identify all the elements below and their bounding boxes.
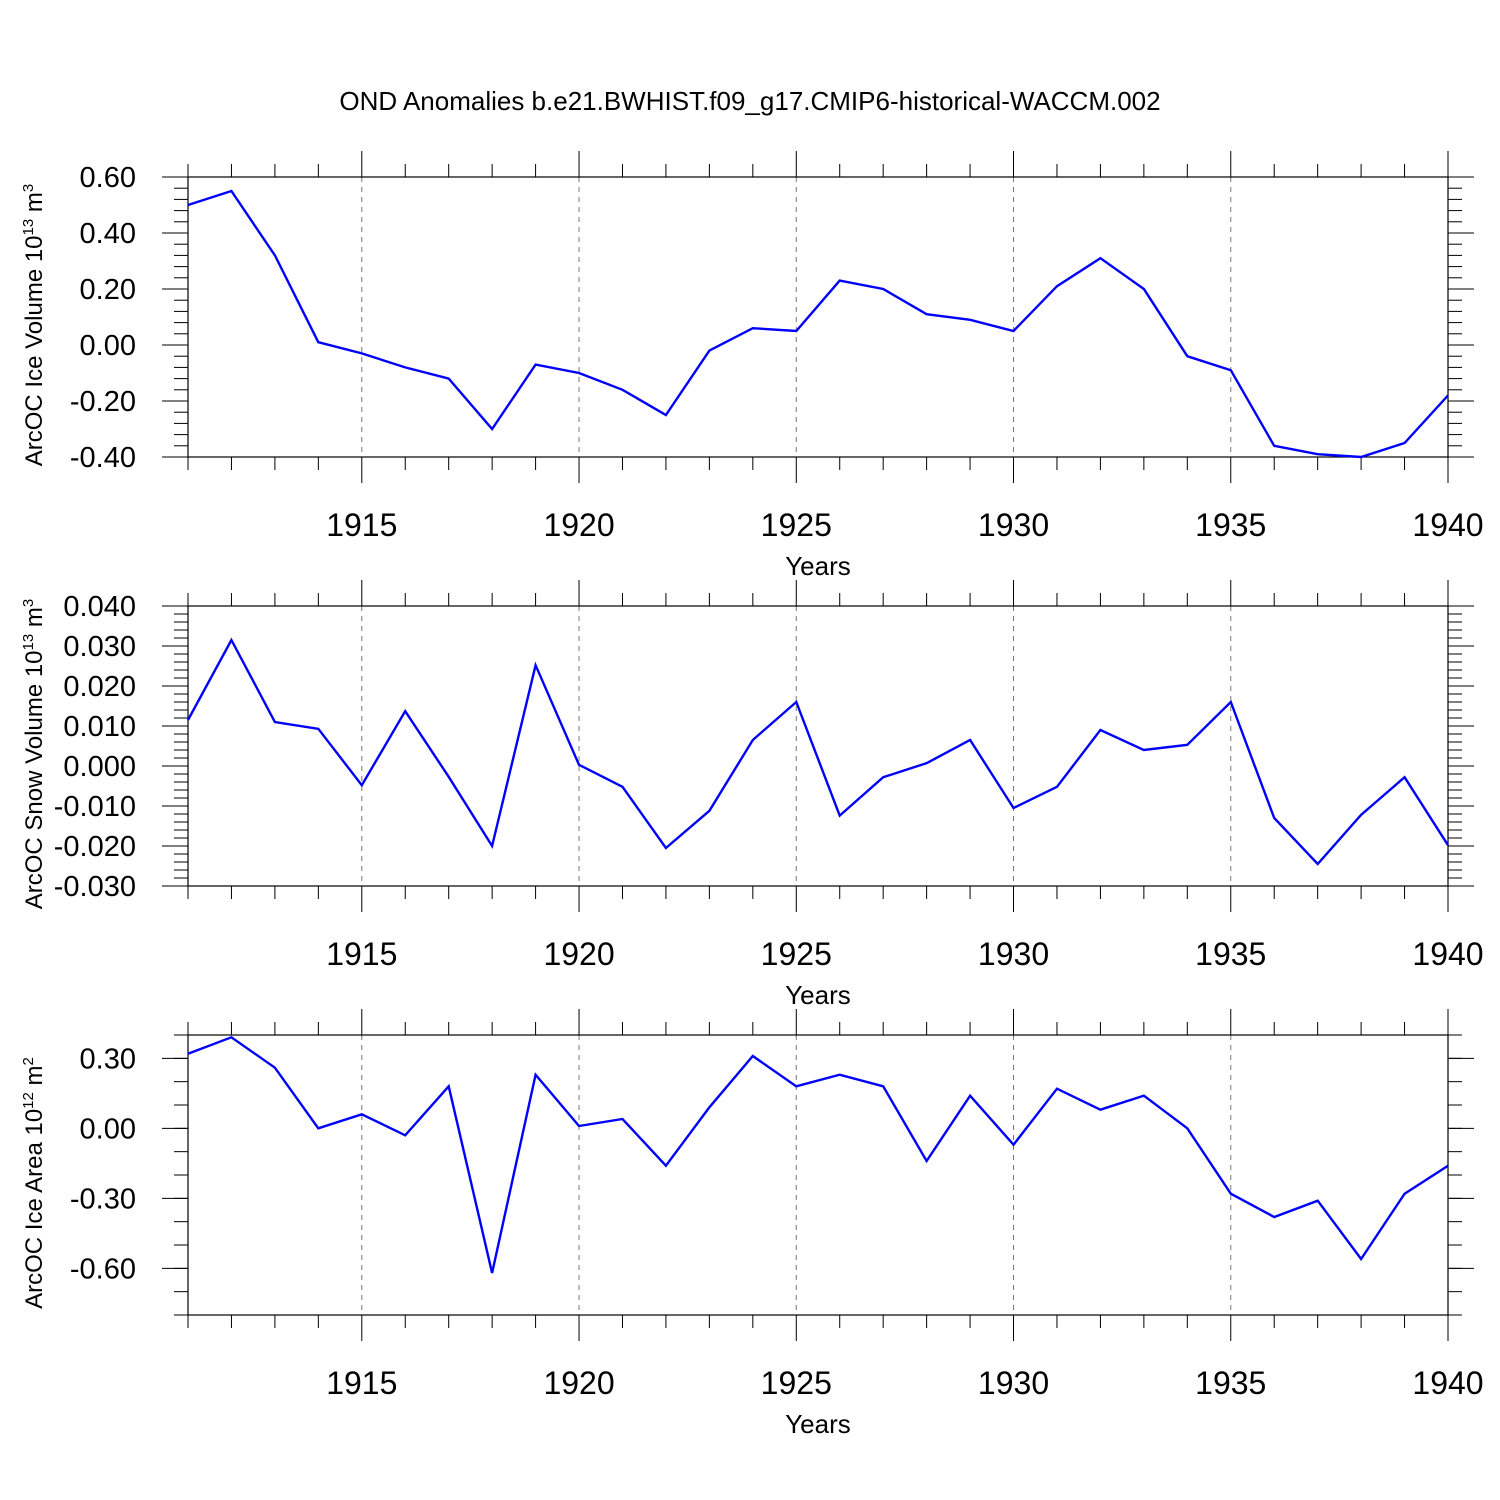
series-line bbox=[187, 189, 1449, 459]
x-tick-label: 1940 bbox=[1412, 507, 1483, 543]
y-tick-label: -0.020 bbox=[54, 831, 136, 863]
plot-frame bbox=[187, 176, 1449, 458]
x-tick-label: 1930 bbox=[978, 936, 1049, 972]
y-axis-label-text: ArcOC Ice Area 10 bbox=[21, 1109, 48, 1309]
y-axis-label-sup: 12 bbox=[20, 1092, 37, 1109]
x-tick-label: 1915 bbox=[326, 1365, 397, 1401]
y-axis-label-text: ArcOC Snow Volume 10 bbox=[21, 650, 48, 909]
y-tick-label: 0.030 bbox=[63, 631, 136, 663]
y-axis-label-unit: m bbox=[21, 1065, 48, 1092]
y-tick-label: 0.040 bbox=[63, 591, 136, 623]
x-tick-label: 1920 bbox=[543, 507, 614, 543]
y-tick-label: 0.020 bbox=[63, 671, 136, 703]
y-tick-label: -0.40 bbox=[70, 442, 136, 474]
y-axis-label-sup: 2 bbox=[20, 1057, 37, 1065]
y-tick-label: 0.30 bbox=[80, 1043, 136, 1075]
y-axis-label: ArcOC Snow Volume 1013 m3 bbox=[20, 599, 48, 910]
x-axis-label: Years bbox=[785, 980, 851, 1010]
y-axis-label-sup: 3 bbox=[20, 599, 37, 607]
y-tick-label: -0.20 bbox=[70, 386, 136, 418]
x-tick-label: 1925 bbox=[761, 936, 832, 972]
y-axis-label-unit: m bbox=[21, 607, 48, 634]
y-axis-label-text: ArcOC Ice Volume 10 bbox=[21, 235, 48, 466]
y-tick-label: 0.60 bbox=[80, 162, 136, 194]
x-tick-label: 1935 bbox=[1195, 1365, 1266, 1401]
x-tick-label: 1935 bbox=[1195, 507, 1266, 543]
y-tick-label: 0.000 bbox=[63, 751, 136, 783]
y-tick-label: 0.00 bbox=[80, 330, 136, 362]
y-tick-label: -0.010 bbox=[54, 791, 136, 823]
series-line bbox=[187, 1035, 1449, 1274]
x-tick-label: 1925 bbox=[761, 507, 832, 543]
panel-3: 0.30 0.00 -0.30 -0.60 1915 1920 1925 1930 1935 19… bbox=[20, 1009, 1484, 1439]
y-tick-label: 0.40 bbox=[80, 218, 136, 250]
x-tick-label: 1940 bbox=[1412, 1365, 1483, 1401]
y-tick-label: 0.010 bbox=[63, 711, 136, 743]
y-axis-label-unit: m bbox=[21, 192, 48, 219]
x-tick-label: 1915 bbox=[326, 936, 397, 972]
panel-1: 0.60 0.40 0.20 0.00 -0.20 -0.40 1915 1920 1925 19… bbox=[20, 151, 1484, 581]
x-tick-label: 1920 bbox=[543, 1365, 614, 1401]
x-axis-label: Years bbox=[785, 551, 851, 581]
y-tick-label: 0.00 bbox=[80, 1113, 136, 1145]
y-axis-label-sup: 3 bbox=[20, 184, 37, 192]
x-tick-label: 1915 bbox=[326, 507, 397, 543]
x-tick-label: 1920 bbox=[543, 936, 614, 972]
y-axis-label-sup: 13 bbox=[20, 634, 37, 651]
x-tick-label: 1930 bbox=[978, 507, 1049, 543]
x-tick-label: 1935 bbox=[1195, 936, 1266, 972]
y-tick-label: -0.030 bbox=[54, 871, 136, 903]
y-axis-label: ArcOC Ice Area 1012 m2 bbox=[20, 1057, 48, 1309]
x-tick-label: 1930 bbox=[978, 1365, 1049, 1401]
panel-2: 0.040 0.030 0.020 0.010 0.000 -0.010 -0.020 -0.… bbox=[20, 580, 1484, 1010]
x-tick-label: 1940 bbox=[1412, 936, 1483, 972]
y-tick-label: -0.30 bbox=[70, 1183, 136, 1215]
y-axis-label: ArcOC Ice Volume 1013 m3 bbox=[20, 184, 48, 466]
chart-title: OND Anomalies b.e21.BWHIST.f09_g17.CMIP6… bbox=[339, 86, 1160, 116]
y-tick-label: 0.20 bbox=[80, 274, 136, 306]
y-axis-label-sup: 13 bbox=[20, 219, 37, 236]
plot-frame bbox=[187, 605, 1449, 887]
x-axis-label: Years bbox=[785, 1409, 851, 1439]
y-tick-label: -0.60 bbox=[70, 1253, 136, 1285]
x-tick-label: 1925 bbox=[761, 1365, 832, 1401]
series-line bbox=[186, 637, 1450, 866]
